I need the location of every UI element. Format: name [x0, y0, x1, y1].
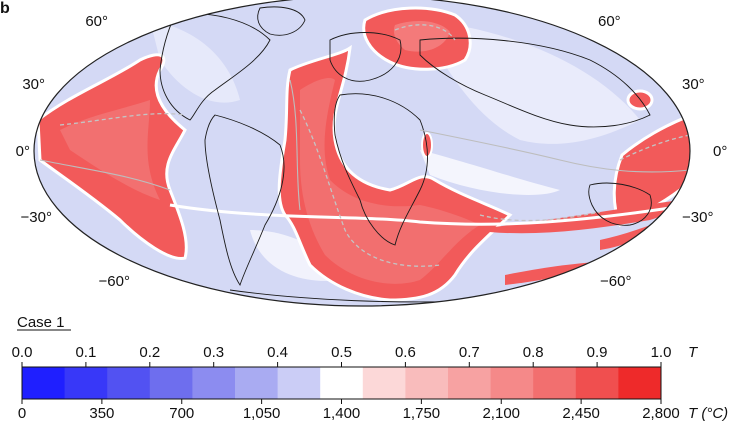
colorbar-swatch	[22, 367, 66, 399]
latitude-label-left: 30°	[22, 76, 45, 93]
colorbar-top-tick-label: 0.1	[75, 344, 96, 361]
colorbar-top-tick-label: 1.0	[651, 344, 672, 361]
plate-boundaries	[59, 24, 690, 267]
colorbar-top-tick-label: 0.2	[139, 344, 160, 361]
colorbar-swatch	[618, 367, 662, 399]
colorbar-swatch	[405, 367, 449, 399]
globe-outline	[33, 0, 691, 307]
latitude-label-right: 60°	[598, 13, 621, 30]
hot-region-siberia	[362, 6, 472, 71]
latitude-label-left: 0°	[16, 143, 30, 160]
coastline-greenland	[257, 6, 306, 36]
panel-label: b	[0, 0, 10, 17]
coastline-australia	[588, 182, 652, 226]
colorbar-swatch	[533, 367, 577, 399]
coastline-north-america	[159, 13, 271, 121]
colorbar-swatch	[320, 367, 364, 399]
colorbar-top-tick-label: 0.6	[395, 344, 416, 361]
colorbar-swatch	[490, 367, 534, 399]
colorbar-top-tick-label: 0.9	[587, 344, 608, 361]
colorbar-top-tick-label: 0.5	[331, 344, 352, 361]
colorbar-top-tick-label: 0.8	[523, 344, 544, 361]
colorbar-bottom-tick-label: 1,750	[403, 405, 441, 422]
latitude-labels-left: 60° 30° 0° −30° −60°	[16, 13, 130, 290]
colorbar-bottom-tick-label: 350	[89, 405, 114, 422]
latitude-label-left: −30°	[21, 209, 52, 226]
colorbar-bottom-tick-label: 1,050	[243, 405, 281, 422]
coastline-europe	[329, 32, 402, 82]
cool-band	[169, 203, 690, 226]
case-label: Case 1	[17, 314, 65, 331]
plate-boundaries-solid	[39, 79, 690, 211]
colorbar-swatch	[107, 367, 151, 399]
colorbar-swatch	[149, 367, 193, 399]
cool-patch	[420, 150, 560, 195]
colorbar-swatch	[235, 367, 279, 399]
latitude-label-left: 60°	[85, 13, 108, 30]
hot-spot-small	[626, 89, 654, 111]
latitude-label-right: 30°	[682, 76, 705, 93]
coastline-asia	[419, 37, 651, 128]
colorbar-top-tick-label: 0.0	[12, 344, 33, 361]
colorbar-swatch	[192, 367, 236, 399]
colorbar-bottom-tick-label: 2,450	[562, 405, 600, 422]
colorbar-bottom-unit: T (°C)	[688, 405, 728, 422]
colorbar-swatch	[575, 367, 619, 399]
colorbar-bottom-tick-label: 0	[18, 405, 26, 422]
colorbar: 0.0 0.1 0.2 0.3 0.4 0.5 0.6 0.7 0.8 0.9 1.0 T 0 350 70…	[12, 344, 729, 422]
latitude-label-right: 0°	[713, 143, 727, 160]
colorbar-swatch	[362, 367, 406, 399]
hot-region-pacific-east	[36, 53, 188, 260]
latitude-label-left: −60°	[99, 273, 130, 290]
colorbar-swatch	[448, 367, 492, 399]
colorbar-top-unit: T	[688, 344, 699, 361]
colorbar-bottom-tick-label: 700	[169, 405, 194, 422]
colorbar-bottom-tick-label: 1,400	[323, 405, 361, 422]
colorbar-bottom-tick-label: 2,800	[642, 405, 680, 422]
mollweide-map	[33, 0, 691, 307]
latitude-label-right: −30°	[682, 209, 713, 226]
latitude-labels-right: 60° 30° 0° −30° −60°	[598, 13, 727, 290]
cool-patch	[420, 20, 640, 144]
colorbar-swatch	[277, 367, 321, 399]
coastline-south-america	[204, 114, 285, 287]
cool-patch	[150, 20, 240, 103]
latitude-label-right: −60°	[600, 273, 631, 290]
coastlines	[159, 6, 652, 303]
coastline-africa	[333, 93, 428, 246]
colorbar-bottom-tick-label: 2,100	[482, 405, 520, 422]
colorbar-top-tick-label: 0.4	[267, 344, 288, 361]
colorbar-top-tick-label: 0.3	[203, 344, 224, 361]
colorbar-top-tick-label: 0.7	[459, 344, 480, 361]
colorbar-swatch	[64, 367, 108, 399]
